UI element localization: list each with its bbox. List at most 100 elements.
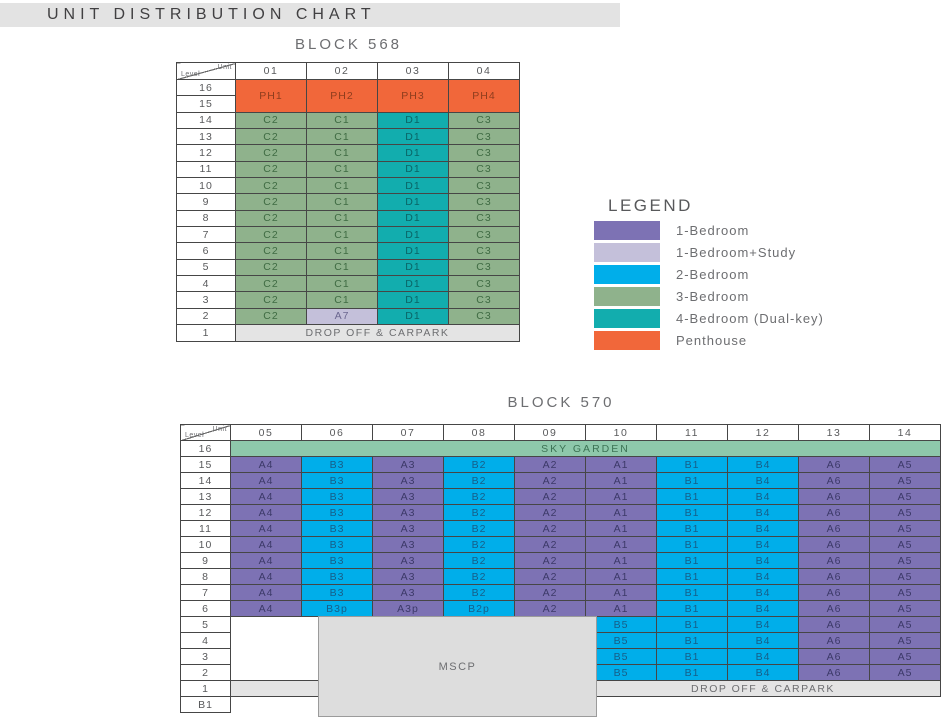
unit-cell: A3: [372, 584, 444, 601]
column-header-cell: 06: [301, 424, 373, 441]
unit-cell: B1: [656, 632, 728, 649]
level-cell: 8: [176, 209, 236, 228]
corner-cell: Unit Level: [176, 62, 236, 80]
unit-cell: D1: [377, 258, 449, 277]
legend-item: 1-Bedroom: [594, 221, 824, 240]
unit-cell: A1: [585, 536, 657, 553]
unit-cell: C3: [448, 258, 520, 277]
unit-cell: B4: [727, 600, 799, 617]
unit-cell: C3: [448, 111, 520, 130]
unit-cell: A2: [514, 600, 586, 617]
unit-cell: B3: [301, 568, 373, 585]
unit-cell: A3: [372, 520, 444, 537]
level-cell: 16: [176, 78, 236, 97]
unit-cell: C3: [448, 177, 520, 195]
unit-cell: A3: [372, 488, 444, 505]
unit-cell: B2: [443, 552, 515, 569]
legend-label: 3-Bedroom: [676, 289, 750, 304]
unit-cell: SKY GARDEN: [230, 440, 941, 457]
level-cell: 11: [180, 520, 231, 537]
unit-cell: A1: [585, 600, 657, 617]
unit-cell: A3: [372, 568, 444, 585]
unit-cell: B3: [301, 456, 373, 473]
legend-label: 4-Bedroom (Dual-key): [676, 311, 824, 326]
unit-cell: B4: [727, 648, 799, 665]
unit-cell: A7: [306, 307, 378, 326]
legend-swatch: [594, 287, 660, 306]
level-cell: 10: [176, 177, 236, 195]
unit-cell: C1: [306, 160, 378, 179]
level-cell: 7: [180, 584, 231, 601]
legend-label: 1-Bedroom+Study: [676, 245, 797, 260]
unit-cell: A5: [869, 632, 941, 649]
unit-cell: D1: [377, 275, 449, 293]
unit-cell: B4: [727, 456, 799, 473]
unit-cell: B2: [443, 488, 515, 505]
unit-cell: PH3: [377, 79, 449, 113]
unit-cell: B3: [301, 552, 373, 569]
page-title-bar: UNIT DISTRIBUTION CHART: [0, 3, 620, 27]
unit-cell: D1: [377, 307, 449, 326]
level-cell: 14: [180, 472, 231, 489]
unit-cell: PH4: [448, 79, 520, 113]
unit-cell: A2: [514, 520, 586, 537]
level-cell: 15: [180, 456, 231, 473]
unit-cell: A5: [869, 504, 941, 521]
unit-cell: A3: [372, 536, 444, 553]
unit-cell: A1: [585, 584, 657, 601]
unit-cell: A5: [869, 568, 941, 585]
unit-cell: C1: [306, 275, 378, 293]
unit-cell: A5: [869, 648, 941, 665]
unit-cell: A3p: [372, 600, 444, 617]
unit-cell: C2: [235, 111, 307, 130]
column-header-cell: 09: [514, 424, 586, 441]
level-cell: 13: [180, 488, 231, 505]
unit-cell: B1: [656, 520, 728, 537]
unit-cell: A2: [514, 488, 586, 505]
unit-cell: A1: [585, 472, 657, 489]
unit-cell: B1: [656, 664, 728, 681]
unit-cell: B3: [301, 472, 373, 489]
unit-cell: A2: [514, 456, 586, 473]
unit-cell: C2: [235, 193, 307, 211]
unit-cell: A4: [230, 520, 302, 537]
level-cell: 9: [180, 552, 231, 569]
unit-cell: A5: [869, 520, 941, 537]
level-cell: 9: [176, 193, 236, 211]
legend-item: 2-Bedroom: [594, 265, 824, 284]
corner-unit-label: Unit: [217, 64, 232, 71]
unit-cell: D1: [377, 209, 449, 228]
level-cell: 4: [176, 275, 236, 293]
column-header-cell: 01: [235, 62, 307, 80]
unit-cell: A2: [514, 568, 586, 585]
unit-cell: B4: [727, 536, 799, 553]
unit-cell: A1: [585, 568, 657, 585]
unit-cell: C2: [235, 209, 307, 228]
corner-cell: Unit Level: [180, 424, 231, 441]
unit-cell: A6: [798, 632, 870, 649]
level-cell: 8: [180, 568, 231, 585]
unit-cell: B3: [301, 536, 373, 553]
unit-cell: A5: [869, 456, 941, 473]
unit-cell: C1: [306, 111, 378, 130]
unit-cell: B2: [443, 520, 515, 537]
unit-cell: A3: [372, 552, 444, 569]
legend-item: 1-Bedroom+Study: [594, 243, 824, 262]
unit-cell: A6: [798, 504, 870, 521]
unit-cell: A3: [372, 504, 444, 521]
unit-cell: D1: [377, 160, 449, 179]
unit-cell: A5: [869, 616, 941, 633]
legend-items: 1-Bedroom 1-Bedroom+Study 2-Bedroom 3-Bedro…: [594, 221, 824, 350]
unit-cell: B3: [301, 488, 373, 505]
block-570-section: BLOCK 570 Unit Level 05 06 07 08 09 10 11 12 13 14 1…: [180, 394, 942, 717]
unit-cell: A6: [798, 472, 870, 489]
unit-cell: A5: [869, 488, 941, 505]
corner-level-label: Level: [181, 71, 201, 78]
column-header-cell: 13: [798, 424, 870, 441]
level-cell: 7: [176, 226, 236, 244]
unit-cell: B2p: [443, 600, 515, 617]
level-cell: 14: [176, 111, 236, 130]
level-cell: B1: [180, 696, 231, 713]
legend-title: LEGEND: [608, 196, 693, 215]
unit-cell: C2: [235, 258, 307, 277]
